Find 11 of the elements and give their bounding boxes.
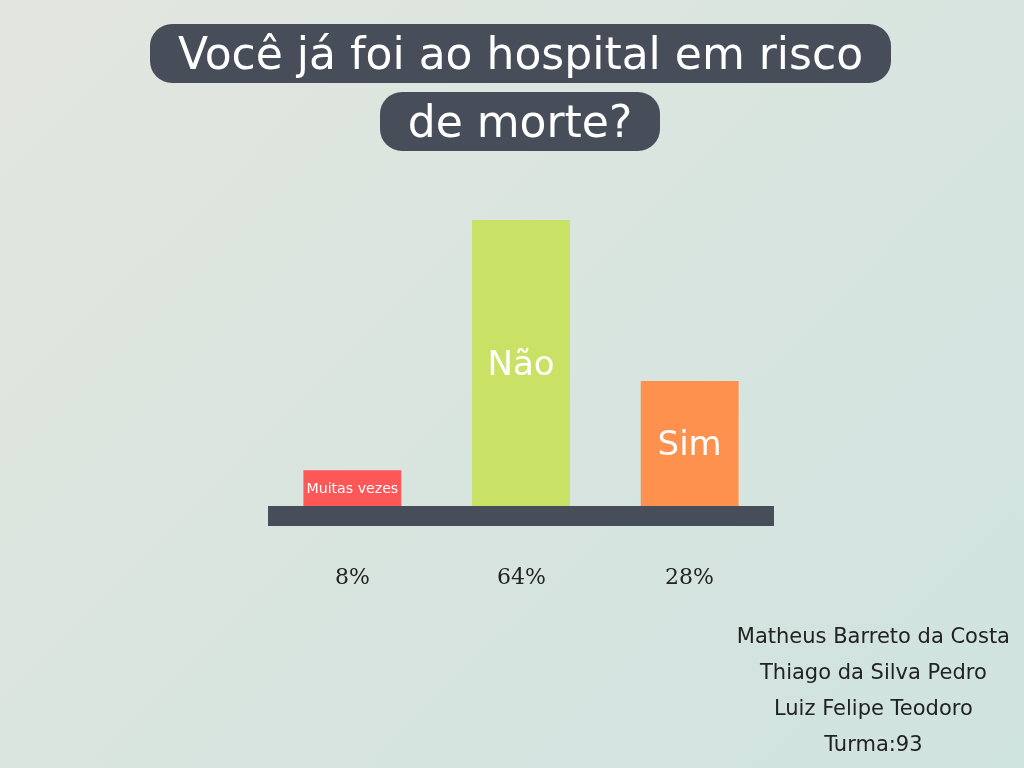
- text: Turma:93: [823, 731, 924, 758]
- data-label: 8%: [335, 564, 370, 589]
- data-label: 28%: [665, 564, 714, 589]
- text: Luiz Felipe Teodoro: [772, 695, 974, 722]
- chart-title: Você já foi ao hospital em risco de morte?: [150, 24, 892, 151]
- x-tick-label: Muitas vezes: [306, 480, 399, 497]
- data-label: 64%: [497, 564, 546, 589]
- x-tick-label: Não: [487, 343, 555, 384]
- x-tick-label: Sim: [657, 423, 722, 464]
- text: Thiago da Silva Pedro: [759, 659, 988, 686]
- text: Matheus Barreto da Costa: [736, 623, 1010, 650]
